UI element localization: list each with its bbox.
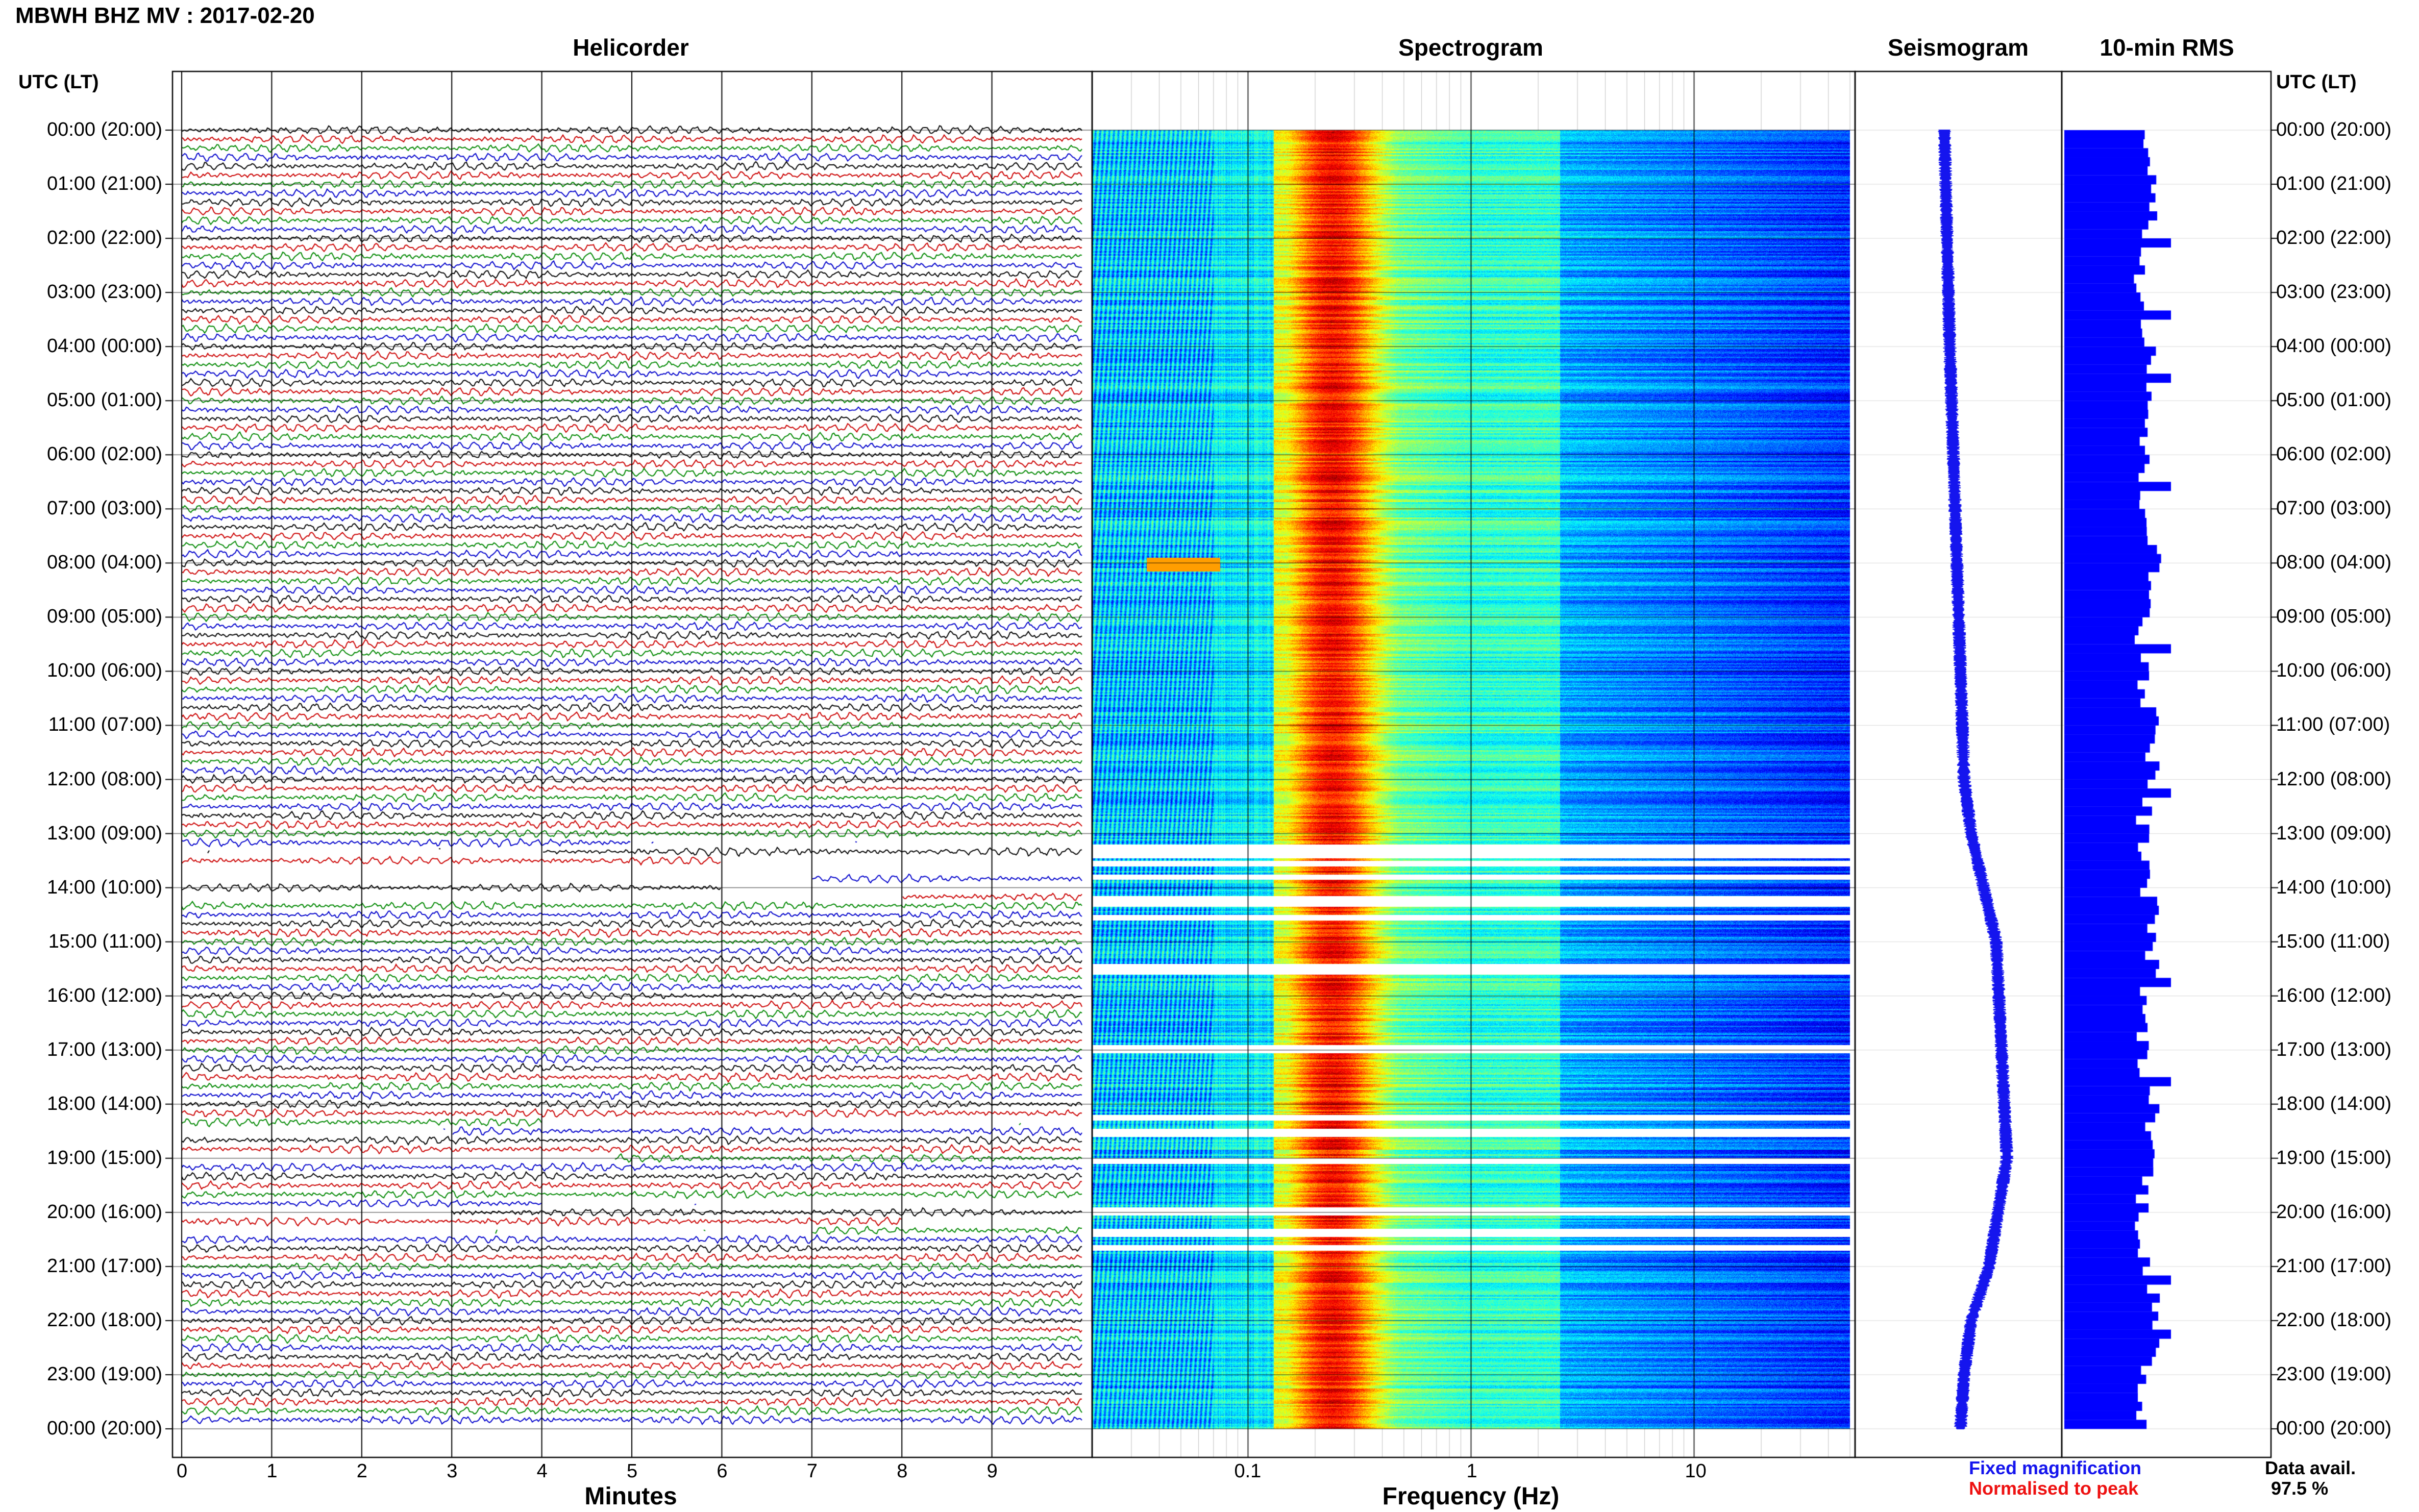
time-tick-label: 05:00 (01:00) <box>46 389 162 411</box>
time-tick-label: 00:00 (20:00) <box>2276 1418 2392 1439</box>
time-tick-label: 21:00 (17:00) <box>2276 1255 2392 1277</box>
frequency-axis-label: Frequency (Hz) <box>1382 1483 1560 1510</box>
time-tick-label: 05:00 (01:00) <box>2276 389 2392 411</box>
time-tick-label: 01:00 (21:00) <box>2276 173 2392 195</box>
time-tick-label: 04:00 (00:00) <box>2276 335 2392 357</box>
time-tick-label: 12:00 (08:00) <box>46 768 162 790</box>
time-tick-label: 11:00 (07:00) <box>48 714 162 736</box>
seismogram-title: Seismogram <box>1887 34 2029 61</box>
minute-tick-label: 5 <box>627 1460 638 1482</box>
time-tick-label: 03:00 (23:00) <box>2276 281 2392 303</box>
time-tick-label: 08:00 (04:00) <box>46 552 162 574</box>
time-tick-label: 14:00 (10:00) <box>2276 876 2392 898</box>
time-tick-label: 04:00 (00:00) <box>46 335 162 357</box>
frequency-tick-label: 0.1 <box>1234 1460 1262 1482</box>
time-tick-label: 02:00 (22:00) <box>46 227 162 249</box>
time-tick-label: 13:00 (09:00) <box>46 822 162 844</box>
time-tick-label: 15:00 (11:00) <box>48 930 162 952</box>
time-tick-label: 09:00 (05:00) <box>46 606 162 628</box>
time-tick-label: 00:00 (20:00) <box>2276 119 2392 140</box>
minute-tick-label: 6 <box>717 1460 728 1482</box>
time-tick-label: 00:00 (20:00) <box>46 119 162 140</box>
time-tick-label: 21:00 (17:00) <box>46 1255 162 1277</box>
time-tick-label: 18:00 (14:00) <box>2276 1093 2392 1114</box>
minute-tick-label: 3 <box>447 1460 458 1482</box>
spectrogram-title: Spectrogram <box>1398 34 1543 61</box>
time-tick-label: 10:00 (06:00) <box>46 660 162 682</box>
frequency-tick-label: 1 <box>1466 1460 1477 1482</box>
legend-fixed-magnification: Fixed magnification <box>1969 1457 2142 1478</box>
time-tick-label: 17:00 (13:00) <box>46 1038 162 1060</box>
time-tick-label: 19:00 (15:00) <box>46 1147 162 1169</box>
time-tick-label: 03:00 (23:00) <box>46 281 162 303</box>
time-tick-label: 15:00 (11:00) <box>2276 930 2390 952</box>
time-tick-label: 02:00 (22:00) <box>2276 227 2392 249</box>
minute-tick-label: 8 <box>897 1460 908 1482</box>
time-tick-label: 20:00 (16:00) <box>2276 1201 2392 1223</box>
time-tick-label: 16:00 (12:00) <box>46 984 162 1006</box>
time-tick-label: 09:00 (05:00) <box>2276 606 2392 628</box>
time-tick-label: 11:00 (07:00) <box>2276 714 2390 736</box>
rms-title: 10-min RMS <box>2100 34 2234 61</box>
minute-tick-label: 2 <box>356 1460 367 1482</box>
time-tick-label: 23:00 (19:00) <box>46 1363 162 1385</box>
time-tick-label: 07:00 (03:00) <box>46 498 162 519</box>
minute-tick-label: 7 <box>806 1460 818 1482</box>
utc-label-left: UTC (LT) <box>18 71 99 93</box>
time-tick-label: 06:00 (02:00) <box>2276 443 2392 465</box>
time-tick-label: 08:00 (04:00) <box>2276 552 2392 574</box>
time-tick-label: 17:00 (13:00) <box>2276 1038 2392 1060</box>
time-tick-label: 20:00 (16:00) <box>46 1201 162 1223</box>
time-tick-label: 13:00 (09:00) <box>2276 822 2392 844</box>
minutes-axis-label: Minutes <box>584 1483 677 1510</box>
time-tick-label: 00:00 (20:00) <box>46 1418 162 1439</box>
minute-tick-label: 9 <box>986 1460 998 1482</box>
time-tick-label: 16:00 (12:00) <box>2276 984 2392 1006</box>
time-tick-label: 14:00 (10:00) <box>46 876 162 898</box>
time-tick-label: 19:00 (15:00) <box>2276 1147 2392 1169</box>
time-tick-label: 07:00 (03:00) <box>2276 498 2392 519</box>
time-tick-label: 10:00 (06:00) <box>2276 660 2392 682</box>
helicorder-title: Helicorder <box>573 34 689 61</box>
data-avail-label: Data avail. <box>2265 1457 2356 1478</box>
figure-title: MBWH BHZ MV : 2017-02-20 <box>15 3 315 28</box>
time-tick-label: 06:00 (02:00) <box>46 443 162 465</box>
time-tick-label: 23:00 (19:00) <box>2276 1363 2392 1385</box>
minute-tick-label: 1 <box>266 1460 278 1482</box>
time-tick-label: 01:00 (21:00) <box>46 173 162 195</box>
utc-label-right: UTC (LT) <box>2276 71 2357 93</box>
time-tick-label: 18:00 (14:00) <box>46 1093 162 1114</box>
frequency-tick-label: 10 <box>1685 1460 1707 1482</box>
minute-tick-label: 4 <box>536 1460 548 1482</box>
time-tick-label: 22:00 (18:00) <box>2276 1309 2392 1331</box>
minute-tick-label: 0 <box>177 1460 188 1482</box>
time-tick-label: 22:00 (18:00) <box>46 1309 162 1331</box>
legend-normalised-to-peak: Normalised to peak <box>1969 1478 2139 1499</box>
time-tick-label: 12:00 (08:00) <box>2276 768 2392 790</box>
data-avail-value: 97.5 % <box>2271 1478 2329 1499</box>
